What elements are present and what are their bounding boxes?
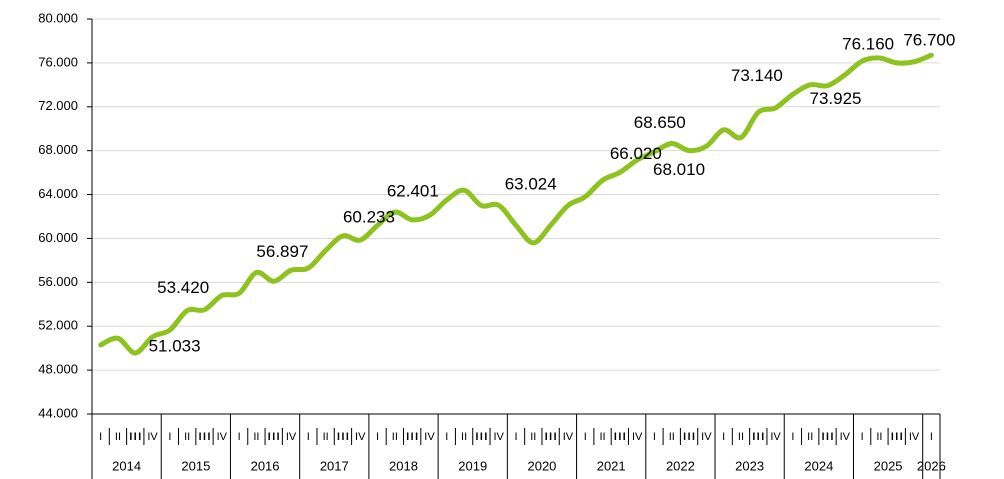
x-tick-label: IV [701,431,712,443]
data-label: 51.033 [149,336,201,355]
y-tick-label: 64.000 [38,186,78,201]
x-tick-label: III [336,431,349,443]
x-tick-label: IV [770,431,781,443]
x-tick-label: I [930,431,933,443]
x-tick-label: III [682,431,695,443]
data-label: 60.233 [343,207,395,226]
year-label: 2024 [804,458,833,473]
y-tick-label: 68.000 [38,142,78,157]
x-tick-label: III [129,431,142,443]
x-tick-label: IV [563,431,574,443]
data-label: 68.010 [653,160,705,179]
x-tick-label: I [376,431,379,443]
year-label: 2017 [320,458,349,473]
x-tick-label: III [890,431,903,443]
x-tick-label: I [722,431,725,443]
x-tick-label: IV [424,431,435,443]
x-tick-label: III [544,431,557,443]
x-tick-label: III [821,431,834,443]
data-label: 56.897 [256,242,308,261]
x-tick-label: II [738,431,744,443]
y-tick-label: 80.000 [38,10,78,25]
x-tick-label: I [307,431,310,443]
x-tick-label: II [807,431,813,443]
y-tick-label: 72.000 [38,98,78,113]
year-label: 2018 [389,458,418,473]
x-tick-label: I [653,431,656,443]
x-tick-label: I [861,431,864,443]
x-tick-label: IV [147,431,158,443]
x-tick-label: II [876,431,882,443]
year-label: 2014 [112,458,141,473]
year-label: 2025 [874,458,903,473]
x-tick-label: I [584,431,587,443]
x-tick-label: IV [840,431,851,443]
x-tick-label: III [198,431,211,443]
x-tick-label: II [599,431,605,443]
x-tick-label: II [115,431,121,443]
data-label: 63.024 [505,175,557,194]
x-tick-label: IV [493,431,504,443]
x-tick-label: II [669,431,675,443]
x-tick-label: III [475,431,488,443]
data-label: 53.420 [157,278,209,297]
x-tick-label: II [392,431,398,443]
x-tick-label: I [514,431,517,443]
x-tick-label: I [168,431,171,443]
x-tick-label: I [238,431,241,443]
x-tick-label: II [253,431,259,443]
year-label: 2016 [251,458,280,473]
x-tick-label: III [613,431,626,443]
x-tick-label: III [406,431,419,443]
year-label: 2023 [735,458,764,473]
data-line [98,52,934,356]
x-tick-label: II [323,431,329,443]
data-label: 68.650 [634,113,686,132]
data-label: 73.140 [731,66,783,85]
x-tick-label: I [791,431,794,443]
x-tick-label: IV [355,431,366,443]
x-tick-label: IV [286,431,297,443]
x-tick-label: IV [217,431,228,443]
y-tick-label: 76.000 [38,54,78,69]
x-tick-label: II [184,431,190,443]
y-tick-label: 48.000 [38,362,78,377]
data-label: 76.700 [903,31,955,50]
year-label: 2021 [597,458,626,473]
x-tick-label: IV [909,431,920,443]
y-tick-label: 44.000 [38,405,78,420]
year-label: 2026 [917,458,946,473]
y-tick-label: 52.000 [38,318,78,333]
data-label: 62.401 [387,182,439,201]
x-tick-label: I [445,431,448,443]
x-tick-label: IV [632,431,643,443]
data-label: 73.925 [810,89,862,108]
year-label: 2015 [181,458,210,473]
data-label: 66.020 [610,144,662,163]
y-tick-label: 56.000 [38,274,78,289]
x-tick-label: III [267,431,280,443]
year-label: 2019 [458,458,487,473]
x-tick-label: III [752,431,765,443]
data-label: 76.160 [842,35,894,54]
year-label: 2020 [527,458,556,473]
x-tick-label: I [99,431,102,443]
x-tick-label: II [461,431,467,443]
y-tick-label: 60.000 [38,230,78,245]
x-tick-label: II [530,431,536,443]
year-label: 2022 [666,458,695,473]
